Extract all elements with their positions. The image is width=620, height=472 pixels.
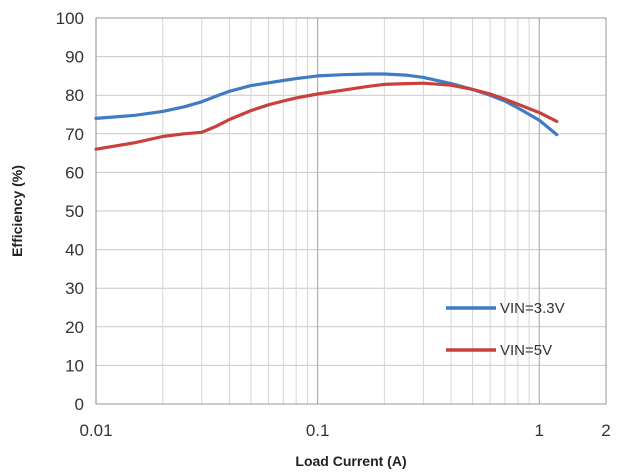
x-axis-title: Load Current (A) — [295, 453, 406, 469]
legend-label: VIN=5V — [500, 342, 552, 359]
y-tick-label: 70 — [65, 125, 84, 144]
plot-border — [95, 17, 607, 405]
y-tick-label: 100 — [56, 9, 84, 28]
y-tick-label: 80 — [65, 86, 84, 105]
y-tick-label: 10 — [65, 356, 84, 375]
y-tick-label: 60 — [65, 163, 84, 182]
x-tick-label: 0.01 — [79, 421, 112, 440]
x-tick-label: 1 — [535, 421, 544, 440]
plot-frame — [95, 17, 607, 405]
legend-label: VIN=3.3V — [500, 300, 565, 317]
y-tick-label: 0 — [75, 395, 84, 414]
y-tick-label: 50 — [65, 202, 84, 221]
y-tick-label: 90 — [65, 48, 84, 67]
y-tick-label: 40 — [65, 241, 84, 260]
legend: VIN=3.3V VIN=5V — [446, 300, 565, 359]
series-line-vin-5v — [94, 81, 559, 151]
x-tick-label: 0.1 — [306, 421, 330, 440]
y-tick-label: 20 — [65, 318, 84, 337]
series-lines — [94, 72, 559, 151]
y-axis-title: Efficiency (%) — [9, 165, 25, 257]
y-tick-label: 30 — [65, 279, 84, 298]
x-tick-label: 2 — [601, 421, 610, 440]
tick-labels: 0 10 20 30 40 50 60 70 80 90 100 0.01 0.1 1 2 — [56, 9, 611, 440]
